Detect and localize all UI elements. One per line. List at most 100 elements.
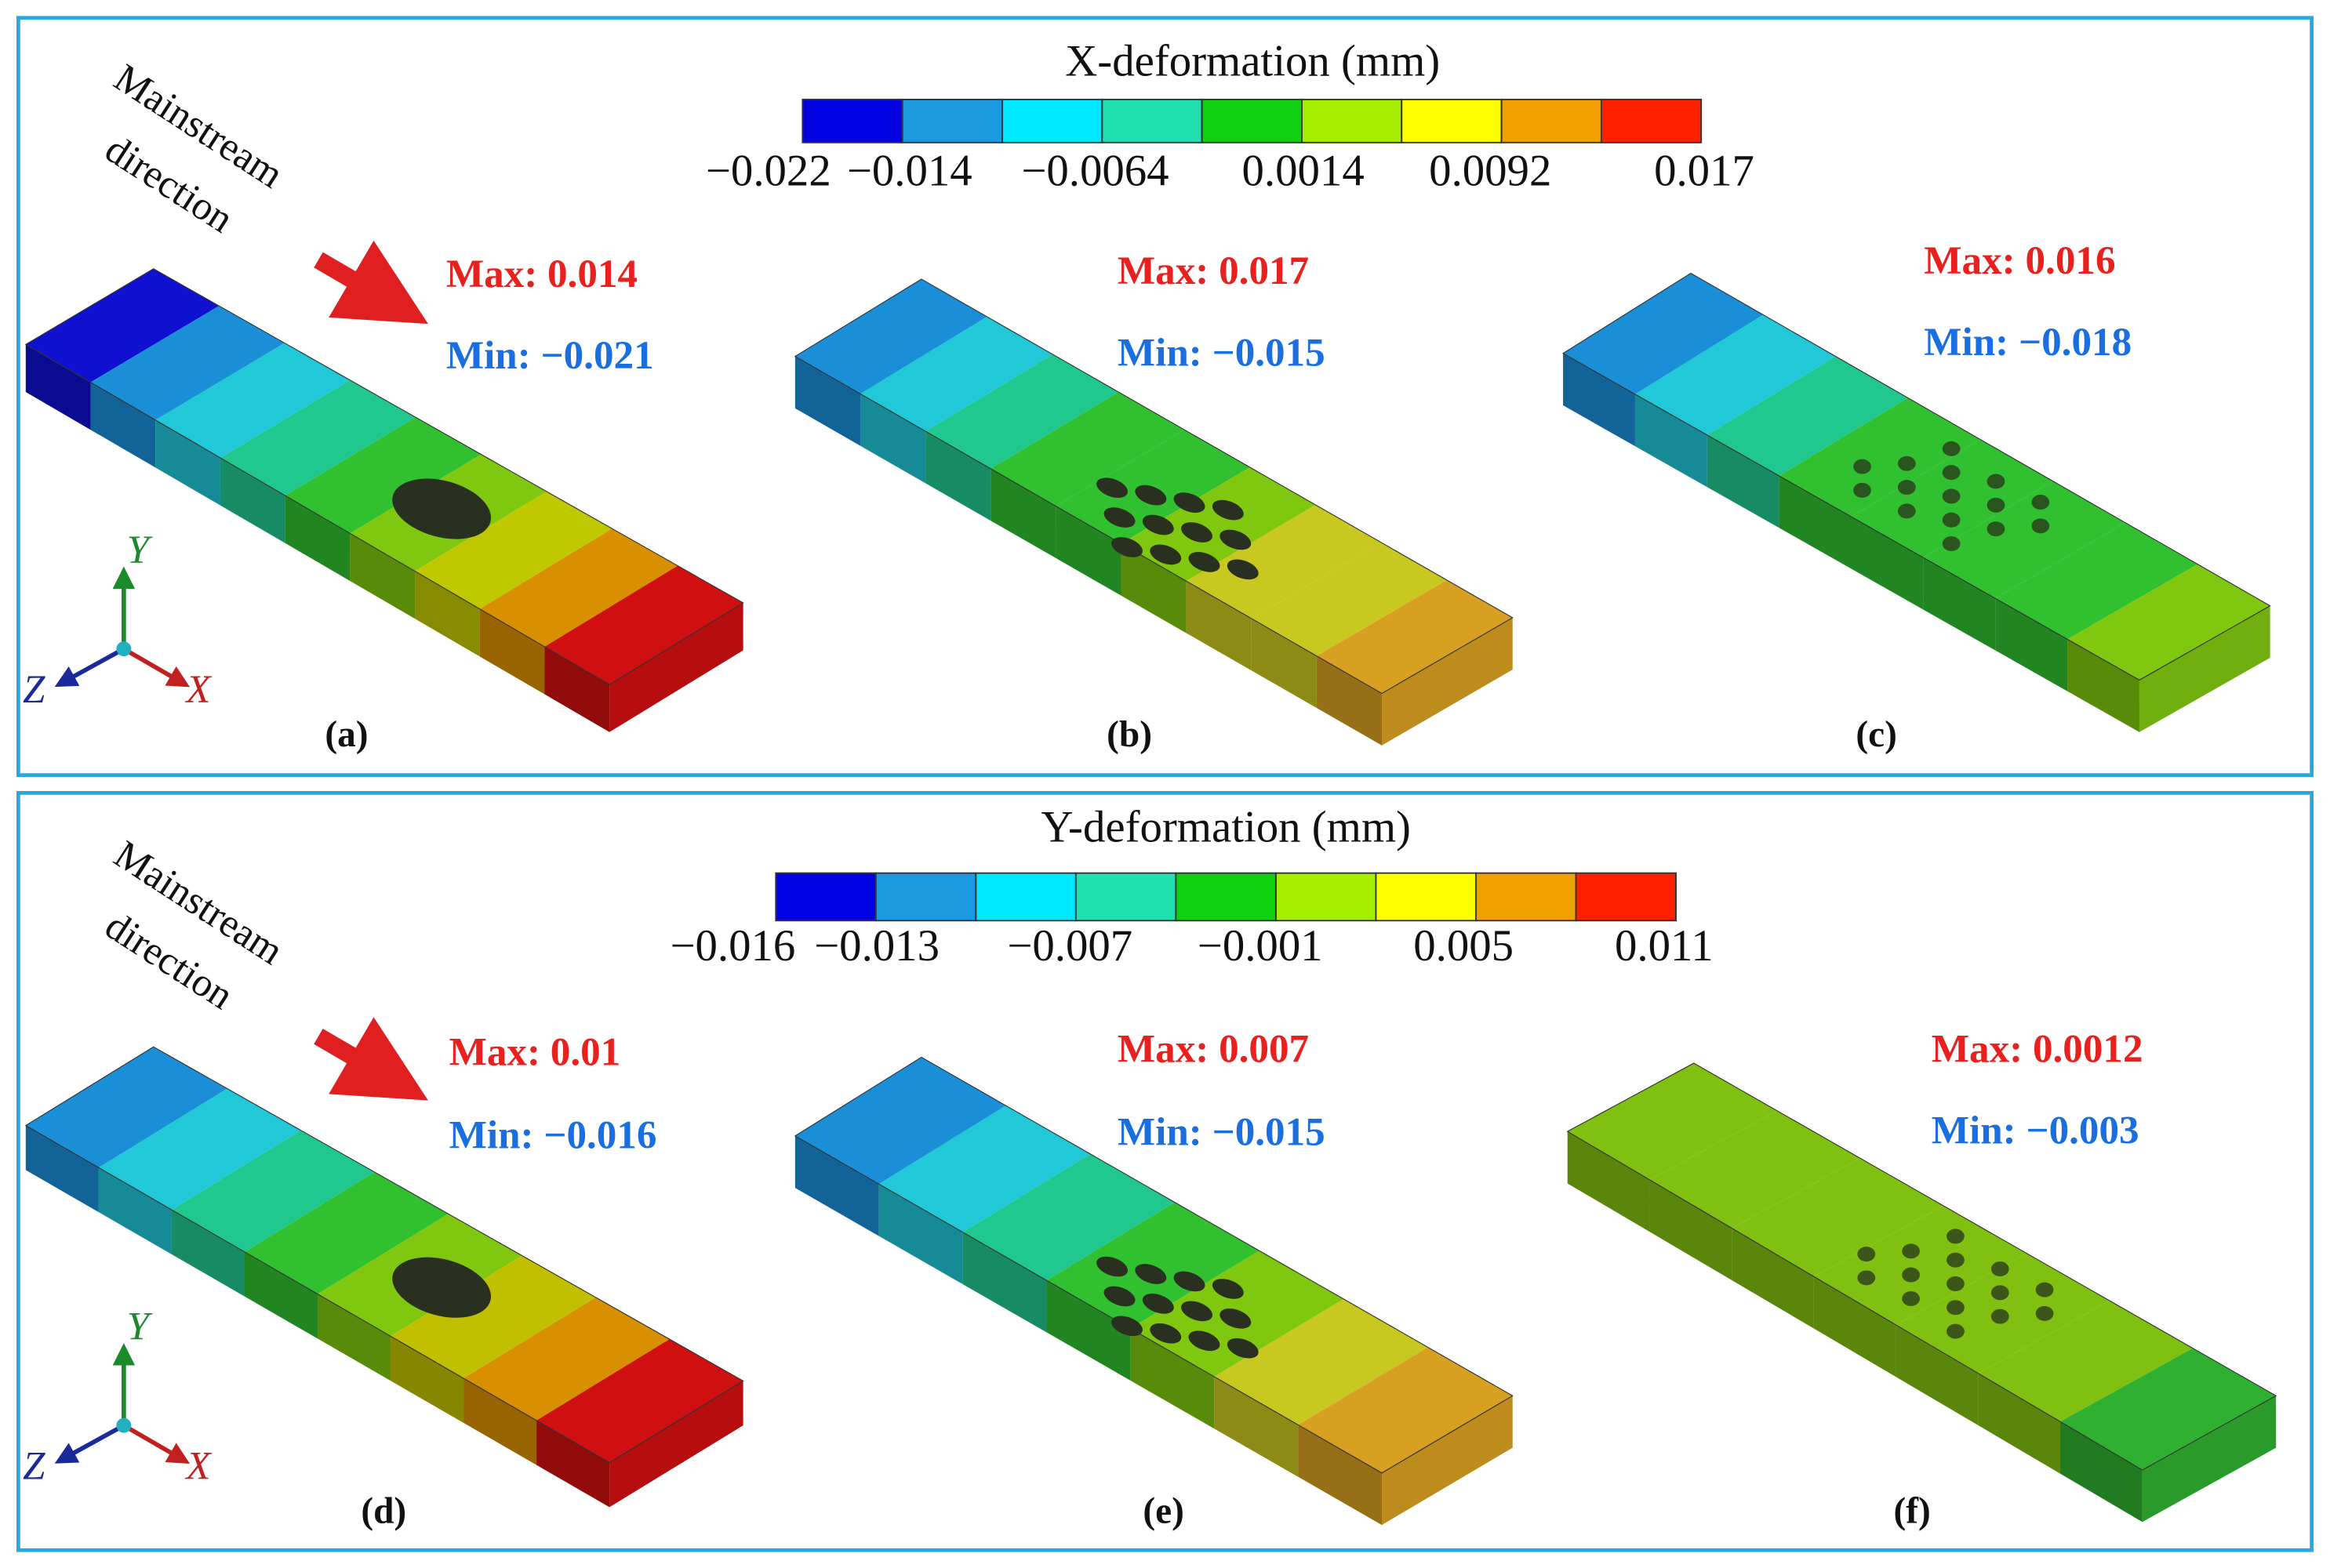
colorbar-band [1600,98,1703,143]
colorbar-band [1001,98,1103,143]
hole [1942,512,1961,528]
axis-origin [116,1417,132,1433]
panel-border [16,790,2314,1552]
hole [1135,1264,1167,1284]
colorbar-tick: 0.0092 [1429,147,1551,196]
beam-end [2142,1396,2277,1523]
beam-top [1563,273,1764,394]
beam [794,278,1514,746]
beam-top [2067,564,2270,681]
beam-shade [1923,557,1996,651]
beam-shade [220,457,285,543]
colorbar-band [1175,872,1277,922]
beam-side [244,1251,318,1339]
beam-shade [1649,1179,1732,1280]
beam-top [925,354,1119,469]
beam-top [991,392,1184,506]
colorbar-band [1575,872,1677,922]
hole [1897,480,1916,495]
axis-x-label: X [184,1444,212,1489]
beam-side [1995,598,2068,691]
beam-shade [1978,1373,2061,1474]
subfigure-label: (b) [1107,714,1152,755]
beam-side [171,1210,245,1297]
hole [1188,1330,1220,1352]
beam-top [962,1153,1175,1281]
beam-top [98,1088,301,1210]
hole [1096,477,1129,498]
beam-shade [2060,1421,2143,1523]
beam-side [350,533,416,619]
beam-shade [1316,655,1383,746]
colorbar-tick: 0.0014 [1242,147,1365,196]
beam-shade [1046,1280,1131,1381]
beam-top [220,379,416,496]
hole [1942,465,1961,481]
hole [1142,514,1174,535]
panel-border [16,16,2314,778]
min-label: Min: −0.021 [446,333,654,378]
beam-top [1634,314,1836,435]
hole [1220,1308,1252,1329]
min-label: Min: −0.018 [1924,320,2132,365]
beam-side [1813,1276,1896,1377]
beam-shade [1563,353,1635,447]
beam-side [1649,1179,1732,1280]
beam-side [1046,1280,1131,1381]
hole [1220,529,1252,550]
hole [1173,1271,1205,1292]
beam-side [2067,639,2139,732]
beam [1561,272,2271,732]
beam-side [318,1294,391,1381]
max-label: Max: 0.007 [1118,1027,1309,1072]
hole [1947,1252,1965,1268]
hole [1181,522,1212,543]
beam-shade [925,431,991,521]
colorbar-band [1301,98,1403,143]
beam-shade [1186,581,1252,671]
hole [1103,507,1136,528]
colorbar-tick: 0.011 [1615,921,1714,971]
beam-top [544,565,743,685]
axis-z [54,1423,125,1464]
hole [1897,456,1916,471]
beam-outline [1561,272,2271,681]
beam-shade [350,533,416,619]
beam-outline [794,1056,1514,1474]
beam-side [415,571,480,657]
beam-shade [1634,394,1707,488]
colorbar-band [1101,98,1203,143]
min-label: Min: −0.015 [1118,1110,1325,1155]
colorbar-band [802,98,903,143]
beam-shade [1779,476,1852,569]
beam-side [962,1232,1047,1333]
beam-top [1923,481,2125,599]
beam-side [878,1184,963,1284]
beam-top [1186,504,1382,619]
colorbar-tick: −0.0064 [1021,147,1169,196]
beam-side [463,1378,537,1465]
beam-top [1995,522,2198,640]
axis-y-label: Y [127,528,153,572]
subfigure-label: (a) [325,714,368,755]
hole [1096,1256,1129,1277]
colorbar-band [1201,98,1303,143]
beam-shade [463,1378,537,1465]
hole [1150,544,1182,565]
beam-top [415,491,612,609]
hole [1990,1261,2009,1277]
beam-shade [962,1232,1047,1333]
flow-arrow [314,240,428,325]
beam-side [991,468,1056,558]
hole [1986,497,2005,513]
beam-top [1779,397,1981,517]
hole [1947,1276,1965,1291]
colorbar-title: Y-deformation (mm) [1041,803,1411,852]
flow-arrow [314,1017,428,1101]
hole [1135,485,1167,506]
beam-side [285,495,351,581]
beam-end [1382,1396,1513,1526]
subfigure-label: (e) [1143,1491,1184,1532]
hole [1150,1323,1182,1344]
